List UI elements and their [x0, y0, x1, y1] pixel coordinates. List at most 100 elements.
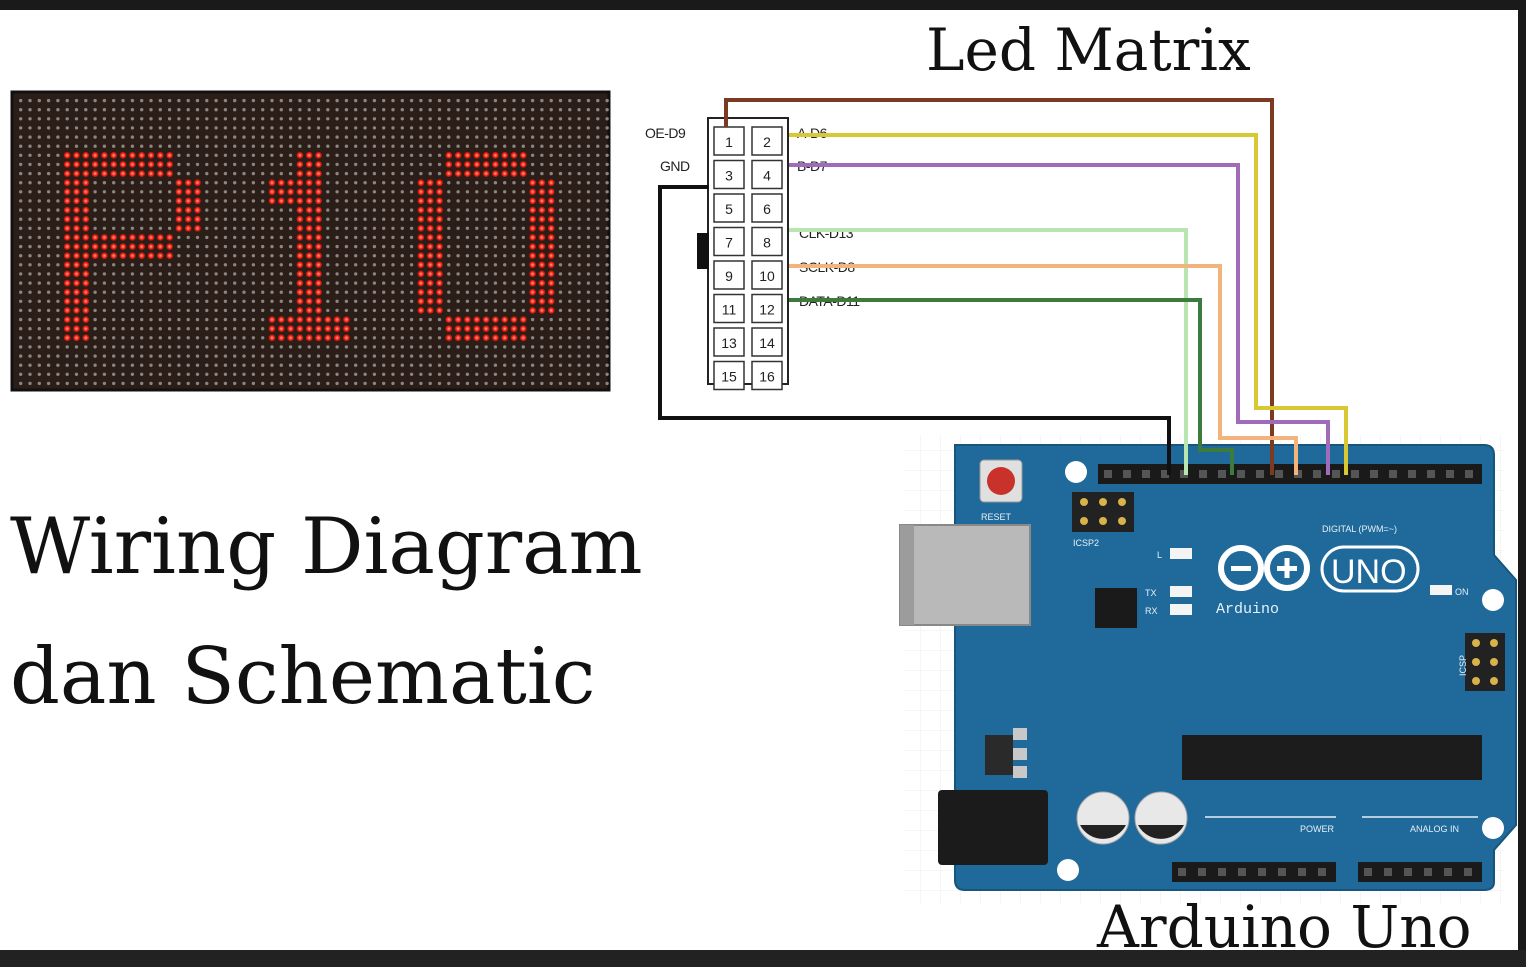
led-lit [333, 334, 341, 342]
led-lit [194, 224, 201, 232]
led-lit [296, 243, 304, 251]
led-dot [605, 254, 609, 258]
led-dot [242, 281, 246, 285]
led-dot [140, 117, 144, 121]
led-dot [205, 272, 209, 276]
led-dot [186, 153, 190, 157]
led-dot [540, 126, 544, 130]
led-dot [521, 199, 525, 203]
led-dot [326, 235, 330, 240]
led-dot [37, 272, 41, 276]
led-lit [82, 215, 90, 223]
led-dot [37, 181, 41, 185]
led-dot [335, 254, 339, 258]
led-dot [409, 153, 414, 157]
led-dot [391, 345, 395, 349]
led-dot [270, 135, 274, 139]
pin-cell [713, 226, 745, 257]
led-dot [447, 281, 451, 285]
led-dot [568, 308, 572, 313]
led-dot [149, 327, 153, 331]
led-dot [484, 244, 488, 249]
led-dot [205, 226, 209, 230]
led-dot [558, 327, 563, 331]
led-dot [549, 171, 553, 176]
led-dot [363, 281, 367, 285]
led-lit [436, 307, 443, 314]
led-dot [223, 354, 228, 358]
led-dot [605, 281, 609, 285]
led-dot [56, 336, 60, 340]
led-dot [56, 171, 60, 176]
led-dot [326, 135, 330, 139]
led-dot [46, 244, 51, 249]
led-dot [121, 281, 125, 285]
led-dot [391, 381, 395, 386]
led-dot [186, 381, 190, 386]
led-dot [214, 272, 218, 276]
led-dot [586, 327, 591, 331]
led-dot [149, 98, 153, 103]
led-dot [46, 317, 51, 322]
led-dot [382, 244, 386, 249]
power-jack [938, 790, 1048, 865]
led-dot [177, 144, 181, 148]
led-dot [205, 208, 209, 212]
led-lit [454, 334, 462, 342]
pin-cell [751, 260, 783, 290]
led-dot [93, 217, 97, 221]
led-lit [305, 224, 313, 232]
led-dot [549, 135, 553, 139]
led-dot [493, 144, 498, 148]
led-dot [46, 199, 51, 203]
led-lit [436, 297, 443, 305]
led-lit [315, 170, 322, 178]
header-pin [1364, 868, 1372, 876]
led-dot [233, 263, 237, 267]
led-dot [447, 290, 451, 294]
led-dot [149, 208, 153, 212]
led-dot [56, 199, 60, 203]
led-dot [549, 98, 553, 103]
led-dot [56, 126, 60, 130]
led-dot [558, 171, 563, 176]
led-dot [140, 281, 144, 285]
led-dot [382, 162, 386, 167]
header-pin [1404, 868, 1412, 876]
led-dot [288, 235, 293, 240]
led-dot [493, 98, 498, 103]
led-dot [428, 381, 432, 386]
led-lit [305, 234, 313, 241]
led-dot [558, 135, 563, 139]
led-dot [372, 199, 377, 203]
led-dot [586, 299, 591, 303]
led-dot [261, 208, 265, 212]
led-dot [186, 354, 190, 358]
led-dot [354, 117, 358, 121]
led-dot [568, 135, 572, 139]
led-dot [46, 308, 51, 313]
led-dot [121, 98, 125, 103]
led-dot [261, 117, 265, 121]
rx-label: RX [1145, 606, 1158, 616]
led-dot [372, 290, 377, 294]
led-dot [149, 363, 153, 367]
led-lit [315, 161, 322, 168]
led-dot [521, 372, 525, 376]
led-dot [465, 272, 470, 276]
led-lit [119, 234, 127, 241]
led-dot [428, 345, 432, 349]
led-lit [538, 179, 546, 187]
led-dot [28, 208, 32, 212]
led-dot [28, 135, 32, 139]
pin-number: 16 [759, 369, 775, 385]
led-lit [296, 188, 304, 196]
led-dot [251, 290, 256, 294]
led-dot [307, 126, 311, 130]
led-lit [529, 215, 536, 223]
led-dot [214, 244, 218, 249]
led-dot [19, 108, 23, 112]
led-dot [493, 354, 498, 358]
led-dot [484, 181, 488, 185]
led-dot [261, 108, 265, 112]
